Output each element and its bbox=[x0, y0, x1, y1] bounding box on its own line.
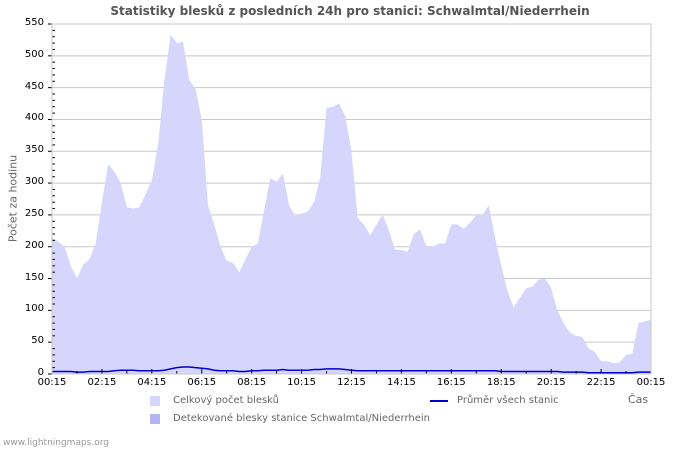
y-tick-label: 450 bbox=[24, 80, 44, 92]
x-tick-label: 00:15 bbox=[37, 377, 67, 388]
x-tick-label: 02:15 bbox=[87, 377, 117, 388]
plot-frame bbox=[51, 23, 652, 375]
x-tick-label: 16:15 bbox=[436, 377, 466, 388]
legend-item-detected: Detekované blesky stanice Schwalmtal/Nie… bbox=[150, 413, 430, 424]
x-tick-label: 22:15 bbox=[586, 377, 616, 388]
legend-label-total: Celkový počet blesků bbox=[173, 395, 280, 406]
chart-title: Statistiky blesků z posledních 24h pro s… bbox=[110, 4, 590, 18]
x-tick-label: 12:15 bbox=[337, 377, 366, 388]
legend-label-detected: Detekované blesky stanice Schwalmtal/Nie… bbox=[173, 413, 431, 424]
y-tick-label: 500 bbox=[24, 48, 44, 60]
x-tick-label: 00:15 bbox=[636, 377, 666, 388]
y-tick-label: 200 bbox=[24, 239, 44, 251]
y-tick-label: 100 bbox=[24, 303, 44, 315]
x-tick-label: 04:15 bbox=[137, 377, 167, 388]
legend-swatch-average bbox=[430, 399, 448, 402]
legend-item-average: Průměr všech stanic bbox=[430, 395, 559, 406]
y-tick-label: 400 bbox=[24, 112, 44, 124]
y-tick-label: 550 bbox=[24, 17, 44, 28]
x-tick-label: 20:15 bbox=[536, 377, 566, 388]
y-tick-label: 150 bbox=[24, 271, 44, 283]
legend-item-total: Celkový počet blesků bbox=[150, 395, 279, 406]
legend-swatch-detected bbox=[150, 413, 160, 424]
y-tick-label: 350 bbox=[24, 144, 44, 156]
x-tick-label: 10:15 bbox=[287, 377, 316, 388]
x-tick-label: 06:15 bbox=[187, 377, 217, 388]
y-tick-label: 250 bbox=[24, 207, 44, 219]
x-axis-label: Čas bbox=[628, 393, 649, 406]
legend-swatch-total bbox=[150, 395, 160, 406]
x-tick-label: 08:15 bbox=[237, 377, 267, 388]
y-tick-label: 300 bbox=[24, 176, 44, 188]
x-tick-label: 18:15 bbox=[486, 377, 516, 388]
source-credit: www.lightningmaps.org bbox=[3, 438, 109, 448]
x-tick-label: 14:15 bbox=[386, 377, 416, 388]
y-tick-label: 50 bbox=[31, 335, 44, 347]
total-strikes-area bbox=[52, 34, 651, 375]
legend-label-average: Průměr všech stanic bbox=[457, 395, 559, 406]
y-tick-label: 0 bbox=[37, 367, 44, 378]
